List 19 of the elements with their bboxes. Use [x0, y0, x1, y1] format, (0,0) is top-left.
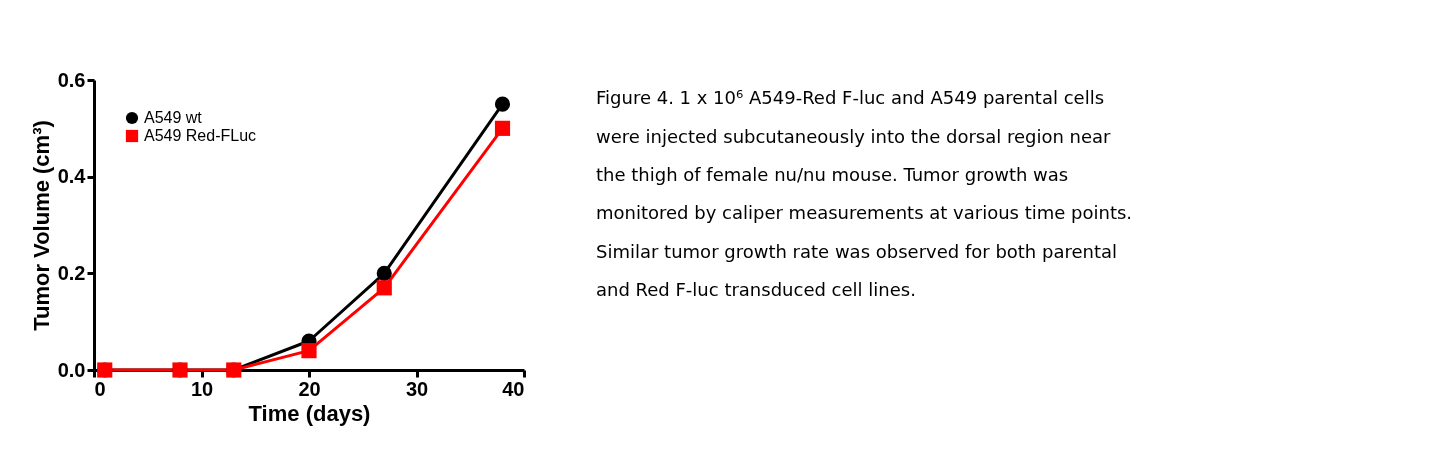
x-tick-label: 20	[298, 377, 321, 400]
point	[376, 265, 392, 281]
x-tick-label: 10	[190, 377, 214, 400]
point	[494, 96, 511, 112]
y-tick-label: 0.6	[57, 68, 86, 91]
caption: Figure 4. 1 x 10⁶ A549-Red F-luc and A549 parental cells were injected subcutaneously into the dorsal region near the thigh of female nu/nu mouse. Tumor growth was monitored by caliper measurements at various time points. Similar tumor growth rate was observed for both parental and Red F-luc transduced cell lines.	[596, 87, 1133, 300]
legend-label: A549 wt	[144, 109, 203, 126]
x-tick-label: 0	[94, 377, 106, 400]
legend-label: A549 Red-FLuc	[144, 127, 257, 144]
point	[376, 280, 392, 296]
y-axis-title: Tumor Volume (cm³)	[28, 120, 54, 331]
point	[494, 120, 511, 136]
x-tick-label: 40	[502, 377, 525, 400]
y-tick-label: 0.2	[57, 261, 86, 284]
y-tick-label: 0.0	[57, 358, 86, 381]
x-axis-title: Time (days)	[248, 400, 371, 426]
y-tick-label: 0.4	[57, 165, 87, 188]
x-tick-label: 30	[405, 377, 429, 400]
point	[301, 343, 317, 359]
